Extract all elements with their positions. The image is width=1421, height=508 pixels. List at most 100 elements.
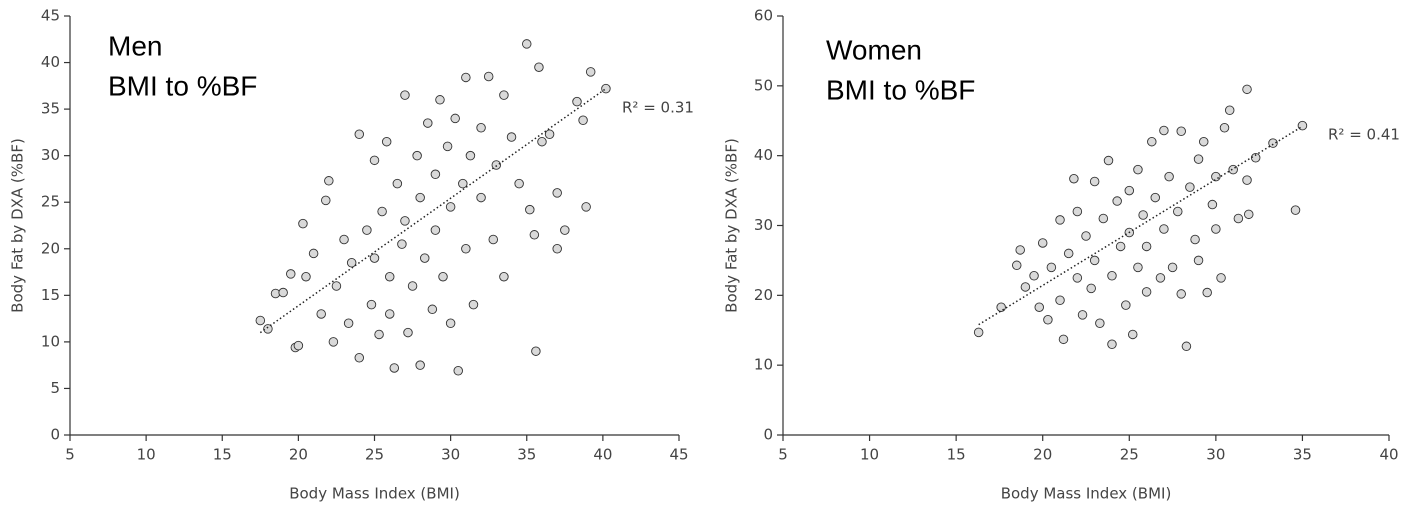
scatter-point bbox=[1297, 120, 1308, 131]
scatter-point bbox=[1086, 283, 1096, 294]
scatter-point bbox=[560, 225, 570, 235]
x-tick-label: 20 bbox=[289, 446, 308, 464]
y-tick-label: 0 bbox=[50, 426, 60, 444]
scatter-point bbox=[1290, 205, 1301, 215]
y-tick-label: 10 bbox=[41, 332, 60, 350]
scatter-point bbox=[412, 150, 422, 161]
scatter-point bbox=[1029, 271, 1039, 281]
scatter-point bbox=[308, 248, 319, 259]
scatter-point bbox=[263, 324, 273, 334]
y-tick-label: 40 bbox=[41, 53, 60, 71]
scatter-point bbox=[321, 195, 331, 206]
x-tick-label: 40 bbox=[593, 446, 612, 464]
scatter-point bbox=[1185, 182, 1195, 192]
chart-title: Men bbox=[108, 30, 162, 61]
scatter-point bbox=[1228, 164, 1238, 175]
x-tick-label: 30 bbox=[1206, 446, 1225, 464]
x-tick-label: 5 bbox=[778, 446, 788, 464]
scatter-point bbox=[1198, 136, 1209, 147]
scatter-point bbox=[435, 95, 445, 105]
scatter-point bbox=[1242, 175, 1252, 185]
scatter-point bbox=[1115, 241, 1126, 252]
scatter-point bbox=[1176, 289, 1186, 299]
scatter-point bbox=[369, 253, 380, 263]
scatter-point bbox=[430, 169, 441, 180]
scatter-point bbox=[1147, 136, 1157, 147]
y-tick-label: 5 bbox=[50, 379, 60, 397]
scatter-point bbox=[1268, 138, 1278, 148]
scatter-point bbox=[389, 363, 400, 373]
scatter-point bbox=[552, 244, 562, 254]
scatter-point bbox=[544, 129, 555, 140]
scatter-point bbox=[442, 141, 453, 152]
scatter-point bbox=[1127, 329, 1138, 340]
scatter-point bbox=[534, 62, 544, 72]
scatter-point bbox=[407, 281, 418, 291]
scatter-point bbox=[465, 150, 476, 161]
scatter-point bbox=[445, 318, 456, 329]
scatter-point bbox=[1176, 126, 1186, 136]
y-axis-label: Body Fat by DXA (%BF) bbox=[723, 138, 741, 313]
scatter-point bbox=[1181, 341, 1192, 352]
y-tick-label: 30 bbox=[41, 146, 60, 164]
scatter-point bbox=[1250, 153, 1261, 163]
scatter-point bbox=[1211, 171, 1221, 182]
y-tick-label: 25 bbox=[41, 193, 60, 211]
scatter-point bbox=[1072, 273, 1083, 283]
scatter-point bbox=[973, 327, 984, 338]
scatter-point bbox=[450, 113, 460, 124]
scatter-point bbox=[1011, 260, 1022, 271]
scatter-point bbox=[1173, 206, 1183, 217]
scatter-point bbox=[1133, 262, 1143, 273]
scatter-point bbox=[286, 269, 296, 279]
x-tick-label: 35 bbox=[517, 446, 536, 464]
scatter-point bbox=[427, 304, 438, 315]
scatter-point bbox=[506, 132, 517, 142]
scatter-point bbox=[1089, 176, 1100, 187]
trendline bbox=[978, 125, 1303, 326]
scatter-point bbox=[1112, 196, 1122, 206]
scatter-point bbox=[343, 318, 354, 329]
chart-subtitle: BMI to %BF bbox=[826, 74, 975, 105]
scatter-point bbox=[458, 178, 468, 189]
scatter-point bbox=[531, 346, 541, 356]
scatter-point bbox=[1193, 255, 1204, 266]
scatter-point bbox=[552, 188, 562, 198]
scatter-point bbox=[996, 302, 1006, 312]
scatter-point bbox=[423, 118, 433, 128]
scatter-point bbox=[1055, 215, 1065, 225]
scatter-point bbox=[1159, 125, 1169, 136]
y-axis-label: Body Fat by DXA (%BF) bbox=[9, 138, 27, 313]
scatter-point bbox=[476, 192, 486, 203]
x-tick-label: 45 bbox=[669, 446, 688, 464]
scatter-point bbox=[1098, 213, 1109, 224]
scatter-point bbox=[1069, 173, 1079, 184]
chart-subtitle: BMI to %BF bbox=[108, 70, 257, 101]
scatter-point bbox=[1138, 210, 1148, 220]
scatter-point bbox=[362, 225, 372, 235]
scatter-point bbox=[339, 234, 349, 245]
scatter-point bbox=[331, 281, 342, 291]
scatter-point bbox=[419, 253, 430, 263]
x-tick-label: 40 bbox=[1379, 446, 1398, 464]
scatter-point bbox=[255, 315, 266, 326]
y-tick-label: 60 bbox=[754, 7, 773, 25]
scatter-point bbox=[1107, 271, 1117, 281]
scatter-point bbox=[438, 271, 448, 282]
scatter-point bbox=[400, 216, 410, 226]
y-tick-label: 30 bbox=[754, 216, 773, 234]
scatter-point bbox=[578, 115, 588, 126]
scatter-point bbox=[354, 352, 365, 363]
scatter-point bbox=[572, 96, 582, 107]
scatter-point bbox=[1141, 241, 1152, 252]
scatter-point bbox=[1103, 155, 1114, 166]
scatter-point bbox=[316, 309, 326, 319]
trendline bbox=[259, 88, 607, 334]
scatter-point bbox=[1159, 224, 1169, 234]
scatter-point bbox=[415, 360, 425, 370]
x-tick-label: 15 bbox=[213, 446, 232, 464]
scatter-point bbox=[1141, 287, 1152, 297]
scatter-point bbox=[1121, 300, 1131, 310]
scatter-point bbox=[366, 299, 377, 310]
